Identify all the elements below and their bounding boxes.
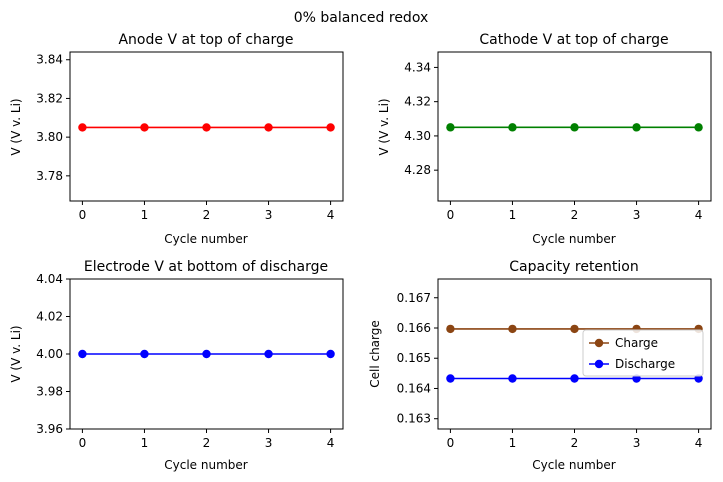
data-point xyxy=(140,349,149,359)
y-tick-label: 3.80 xyxy=(36,130,63,144)
y-tick-label: 4.00 xyxy=(36,347,63,361)
y-tick-label: 3.96 xyxy=(36,422,63,436)
x-axis-label: Cycle number xyxy=(164,458,248,472)
x-tick-label: 4 xyxy=(695,208,703,222)
panel-cathode-v: Cathode V at top of charge Cycle number … xyxy=(377,32,712,246)
x-tick-label: 3 xyxy=(265,208,273,222)
y-tick-label: 3.84 xyxy=(36,53,63,67)
x-tick-label: 2 xyxy=(571,436,579,450)
panel-title: Anode V at top of charge xyxy=(118,32,293,48)
y-tick-label: 0.164 xyxy=(397,381,431,395)
y-tick-label: 3.78 xyxy=(36,169,63,183)
data-point xyxy=(264,123,273,132)
x-tick-label: 0 xyxy=(79,436,87,450)
data-point xyxy=(446,324,455,334)
legend-entry: Charge xyxy=(615,336,658,350)
legend-marker xyxy=(594,359,604,369)
data-point xyxy=(326,123,335,132)
data-point xyxy=(570,123,579,132)
x-tick-label: 4 xyxy=(327,436,335,450)
legend-box xyxy=(582,329,704,377)
x-tick-label: 1 xyxy=(141,436,149,450)
data-point xyxy=(78,349,87,359)
y-axis-label: Cell charge xyxy=(368,320,382,388)
panel-capacity-retention: Capacity retention Cycle number Cell cha… xyxy=(368,259,712,472)
x-axis-label: Cycle number xyxy=(164,232,248,246)
x-tick-label: 4 xyxy=(695,436,703,450)
data-point xyxy=(508,324,517,334)
data-point xyxy=(264,349,273,359)
y-tick-label: 0.167 xyxy=(397,291,431,305)
y-tick-label: 4.32 xyxy=(404,95,431,109)
data-point xyxy=(446,374,455,383)
data-point xyxy=(202,123,211,132)
data-point xyxy=(140,123,149,132)
legend-marker xyxy=(594,338,604,348)
data-point xyxy=(632,123,641,132)
data-point xyxy=(508,123,517,132)
y-tick-label: 0.165 xyxy=(397,351,431,365)
x-axis-label: Cycle number xyxy=(532,458,616,472)
y-axis-label: V (V v. Li) xyxy=(9,98,23,155)
x-tick-label: 3 xyxy=(633,208,641,222)
x-tick-label: 3 xyxy=(265,436,273,450)
y-tick-label: 3.82 xyxy=(36,91,63,105)
figure-suptitle: 0% balanced redox xyxy=(294,10,428,26)
data-point xyxy=(508,374,517,383)
data-point xyxy=(694,123,703,132)
panel-anode-v: Anode V at top of charge Cycle number V … xyxy=(9,32,344,246)
data-point xyxy=(326,349,335,359)
y-tick-label: 4.28 xyxy=(404,163,431,177)
x-axis-label: Cycle number xyxy=(532,232,616,246)
data-point xyxy=(570,374,579,383)
x-tick-label: 0 xyxy=(447,436,455,450)
y-tick-label: 4.34 xyxy=(404,60,431,74)
panel-title: Cathode V at top of charge xyxy=(479,32,668,48)
x-tick-label: 4 xyxy=(327,208,335,222)
y-tick-label: 4.02 xyxy=(36,310,63,324)
y-tick-label: 0.166 xyxy=(397,321,431,335)
y-tick-label: 0.163 xyxy=(397,412,431,426)
y-tick-label: 4.30 xyxy=(404,129,431,143)
data-point xyxy=(446,123,455,132)
panel-electrode-v: Electrode V at bottom of discharge Cycle… xyxy=(9,259,344,472)
x-tick-label: 1 xyxy=(509,436,517,450)
data-point xyxy=(202,349,211,359)
y-axis-label: V (V v. Li) xyxy=(377,98,391,155)
data-point xyxy=(78,123,87,132)
y-tick-label: 3.98 xyxy=(36,385,63,399)
x-tick-label: 2 xyxy=(571,208,579,222)
y-axis-label: V (V v. Li) xyxy=(9,325,23,382)
x-tick-label: 3 xyxy=(633,436,641,450)
x-tick-label: 0 xyxy=(79,208,87,222)
x-tick-label: 0 xyxy=(447,208,455,222)
data-point xyxy=(570,324,579,334)
x-tick-label: 1 xyxy=(141,208,149,222)
panel-title: Capacity retention xyxy=(509,259,639,275)
x-tick-label: 1 xyxy=(509,208,517,222)
legend-entry: Discharge xyxy=(615,357,675,371)
x-tick-label: 2 xyxy=(203,436,211,450)
y-tick-label: 4.04 xyxy=(36,272,63,286)
x-tick-label: 2 xyxy=(203,208,211,222)
panel-title: Electrode V at bottom of discharge xyxy=(84,259,328,275)
